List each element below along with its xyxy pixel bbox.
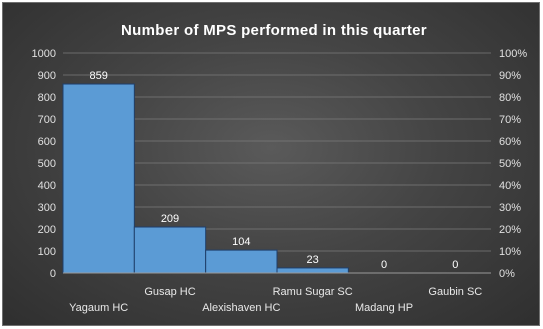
x-tick-label: Alexishaven HC: [202, 302, 280, 314]
y2-tick-label: 60%: [499, 136, 521, 148]
x-tick-label: Gaubin SC: [428, 286, 482, 298]
y2-tick-label: 20%: [499, 224, 521, 236]
y-tick-label: 0: [50, 268, 56, 280]
y-tick-label: 100: [38, 246, 56, 258]
y-axis-left: 0 100 200 300 400 500 600 700 800 900 1000: [32, 48, 56, 280]
y-axis-right: 0% 10% 20% 30% 40% 50% 60% 70% 80% 90% 100%: [499, 48, 527, 280]
bar: [133, 226, 207, 274]
x-axis: Yagaum HC Gusap HC Alexishaven HC Ramu Suga…: [63, 272, 491, 314]
y-tick-label: 500: [38, 158, 56, 170]
data-label: 104: [232, 236, 250, 248]
y-tick-label: 800: [38, 92, 56, 104]
y2-tick-label: 90%: [499, 70, 521, 82]
y-tick-label: 600: [38, 136, 56, 148]
y2-tick-label: 0%: [499, 268, 515, 280]
bar: [62, 83, 135, 274]
y2-tick-label: 50%: [499, 158, 521, 170]
data-label: 209: [161, 213, 179, 225]
x-tick-label: Yagaum HC: [69, 302, 128, 314]
bar: [205, 249, 278, 274]
y2-tick-label: 40%: [499, 180, 521, 192]
chart-title: Number of MPS performed in this quarter: [121, 22, 427, 39]
y2-tick-label: 80%: [499, 92, 521, 104]
x-tick-label: Ramu Sugar SC: [273, 286, 353, 298]
x-tick-label: Gusap HC: [144, 286, 195, 298]
bar: [276, 267, 349, 274]
y2-tick-label: 70%: [499, 114, 521, 126]
y2-tick-label: 30%: [499, 202, 521, 214]
y-tick-label: 700: [38, 114, 56, 126]
data-label: 859: [89, 70, 107, 82]
bars: [62, 83, 349, 274]
y-tick-label: 900: [38, 70, 56, 82]
x-tick-label: Madang HP: [355, 302, 413, 314]
y-tick-label: 1000: [32, 48, 56, 60]
data-labels: 859 209 104 23 0 0: [89, 70, 458, 271]
y2-tick-label: 10%: [499, 246, 521, 258]
y-tick-label: 400: [38, 180, 56, 192]
chart-area: Number of MPS performed in this quarter …: [2, 2, 540, 326]
data-label: 0: [381, 259, 387, 271]
pareto-chart: Number of MPS performed in this quarter …: [32, 22, 528, 314]
data-label: 23: [307, 254, 319, 266]
y2-tick-label: 100%: [499, 48, 527, 60]
y-tick-label: 300: [38, 202, 56, 214]
y-tick-label: 200: [38, 224, 56, 236]
data-label: 0: [452, 259, 458, 271]
